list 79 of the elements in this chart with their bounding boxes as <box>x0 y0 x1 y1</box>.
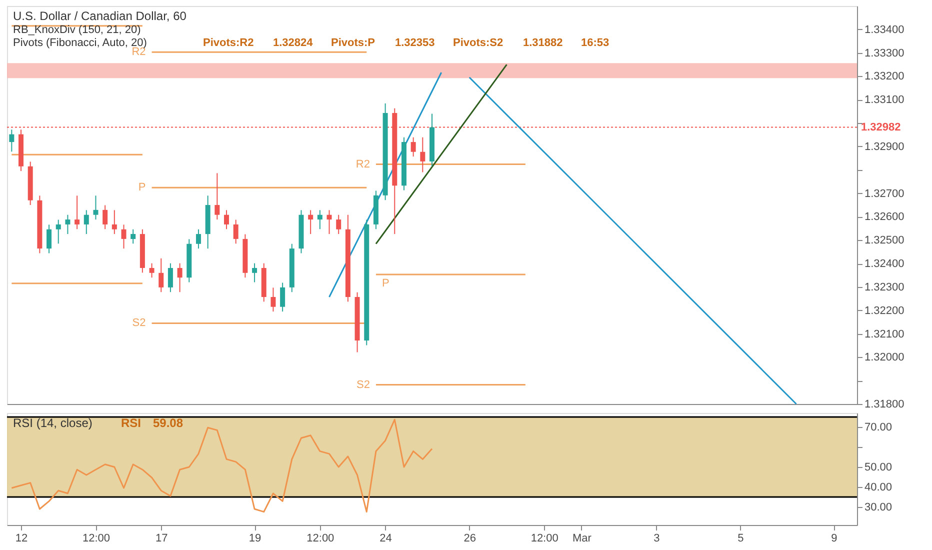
x-tick-label: 9 <box>831 532 838 544</box>
candlestick <box>102 204 108 230</box>
ref-line-label: 1.32982 <box>861 121 901 134</box>
candlestick <box>252 262 258 283</box>
candlestick <box>93 195 98 220</box>
chart-title: RSI (14, close) <box>13 416 92 430</box>
candlestick <box>112 210 117 235</box>
line-series <box>10 418 433 513</box>
candlestick <box>224 210 230 230</box>
candlestick <box>84 210 89 235</box>
y-tick-label: 70.00 <box>864 422 892 434</box>
y-tick-label: 1.33200 <box>864 70 904 83</box>
annotation: 1.31882 <box>523 37 563 49</box>
candlestick <box>46 224 52 254</box>
series-label: R2 <box>132 46 146 58</box>
candlestick <box>410 136 416 158</box>
x-tick-label: 26 <box>464 532 476 544</box>
candlestick <box>149 262 154 278</box>
x-tick-label: 12:00 <box>82 532 110 544</box>
candlestick <box>336 214 342 235</box>
y-tick-label: 1.32100 <box>864 328 904 340</box>
y-tick-label: 30.00 <box>864 502 892 514</box>
series-label: S2 <box>356 378 370 391</box>
y-tick-label: 1.32300 <box>864 281 904 294</box>
text: RB_KnoxDiv (150, 21, 20) <box>13 24 141 36</box>
candlestick <box>74 195 80 230</box>
y-tick-label: 1.33400 <box>864 24 904 36</box>
candlestick <box>308 210 314 235</box>
y-tick-label: 1.32600 <box>864 211 904 224</box>
candlestick <box>317 210 322 230</box>
candlestick <box>65 214 70 235</box>
candlestick <box>177 262 182 293</box>
y-tick-label: 1.33100 <box>864 94 904 106</box>
y-tick-label: 1.32900 <box>864 140 904 153</box>
y-tick-label: 1.32700 <box>864 188 904 200</box>
y-tick-label: 1.33300 <box>864 47 904 60</box>
annotation: 59.08 <box>153 416 184 430</box>
x-tick-label: 12 <box>15 532 28 544</box>
candlestick <box>420 136 426 173</box>
y-tick-label: 1.32000 <box>864 352 904 364</box>
y-tick-label: 1.32500 <box>864 234 904 247</box>
x-tick-label: 12:00 <box>306 532 334 544</box>
series-label: P <box>382 278 390 290</box>
candlestick <box>196 228 201 250</box>
candlestick <box>270 287 276 312</box>
annotation: Pivots:R2 <box>203 37 254 49</box>
y-tick-label: 50.00 <box>864 462 892 474</box>
x-tick-label: 19 <box>248 532 262 544</box>
series-label: R2 <box>356 158 370 170</box>
annotation: 1.32353 <box>395 37 435 49</box>
annotation: Pivots:P <box>331 37 376 49</box>
series-label: P <box>138 182 146 194</box>
candlestick <box>233 219 238 244</box>
y-tick-label: 1.32400 <box>864 258 904 270</box>
candlestick <box>56 219 61 244</box>
annotation: Pivots (Fibonacci, Auto, 20) <box>13 37 147 49</box>
annotation: Pivots:S2 <box>453 37 504 49</box>
candlestick <box>168 262 173 293</box>
candlestick <box>280 282 286 312</box>
candlestick <box>130 228 136 244</box>
annotation: RSI <box>121 416 142 430</box>
x-tick-label: 3 <box>654 532 660 544</box>
annotation: 16:53 <box>581 37 610 49</box>
candlestick <box>326 210 332 235</box>
x-tick-label: 17 <box>155 532 168 544</box>
candlestick <box>9 129 14 152</box>
series-label: S2 <box>132 317 146 330</box>
x-tick-label: 5 <box>738 532 744 544</box>
x-tick-label: Mar <box>572 532 592 544</box>
chart-title: U.S. Dollar / Canadian Dollar, 60 <box>13 9 187 23</box>
y-tick-label: 1.32200 <box>864 304 904 317</box>
y-tick-label: 1.31800 <box>864 398 904 410</box>
candlestick <box>158 258 164 293</box>
candlestick <box>214 172 220 220</box>
x-tick-label: 24 <box>380 532 392 544</box>
y-tick-label: 40.00 <box>864 482 892 494</box>
x-tick-label: 12:00 <box>530 532 558 544</box>
annotation: 1.32824 <box>273 37 314 49</box>
candlestick <box>121 224 126 250</box>
